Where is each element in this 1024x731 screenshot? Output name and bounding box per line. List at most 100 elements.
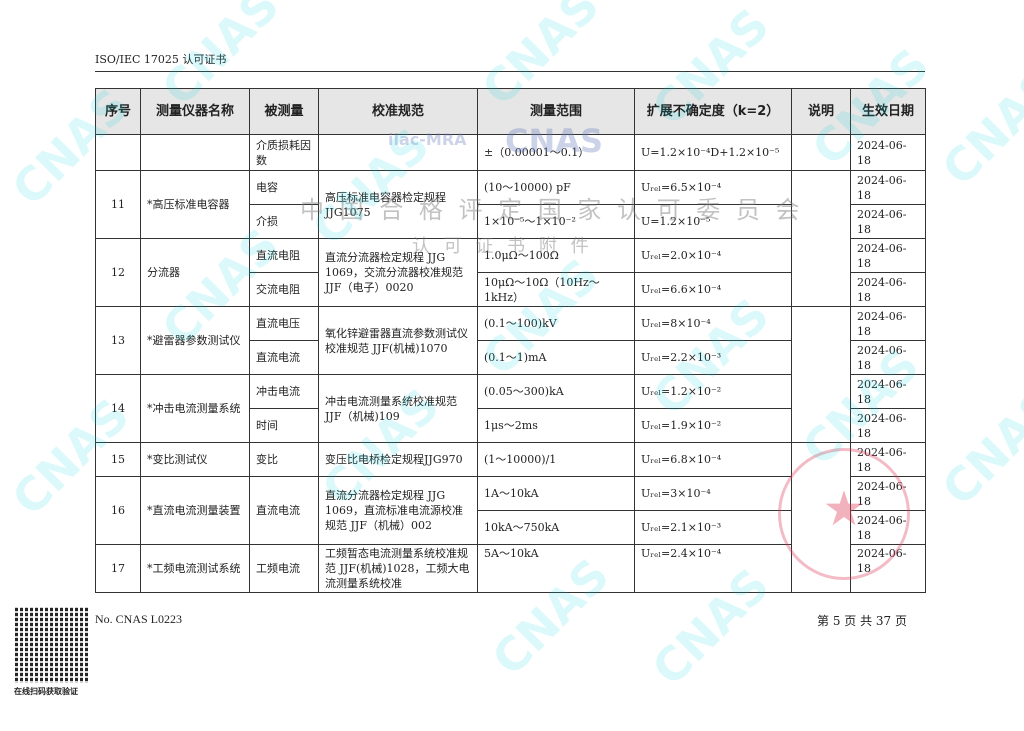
accreditation-table: 序号 测量仪器名称 被测量 校准规范 测量范围 扩展不确定度（k=2） 说明 生效日期 介质损… xyxy=(95,88,926,593)
measurement-range: 1A～10kA xyxy=(477,476,635,511)
measured-quantity: 电容 xyxy=(249,170,319,205)
measurement-range: 1.0μΩ～100Ω xyxy=(477,238,635,273)
note-cell xyxy=(791,306,851,443)
calibration-standard: 变压比电桥检定规程JJG970 xyxy=(318,442,478,477)
certificate-number: No. CNAS L0223 xyxy=(95,612,183,626)
expanded-uncertainty: Uᵣₑₗ=6.6×10⁻⁴ xyxy=(634,272,792,307)
effective-date: 2024-06-18 xyxy=(850,408,926,443)
effective-date: 2024-06-18 xyxy=(850,340,926,375)
ilac-mra-logo: ilac-MRA xyxy=(388,130,467,149)
effective-date: 2024-06-18 xyxy=(850,170,926,205)
measurement-range: 1μs～2ms xyxy=(477,408,635,443)
measured-quantity: 直流电流 xyxy=(249,476,319,545)
instrument-name: *高压标准电容器 xyxy=(140,170,250,239)
item-number: 12 xyxy=(95,238,141,307)
expanded-uncertainty: Uᵣₑₗ=2.4×10⁻⁴ xyxy=(634,544,792,593)
instrument-name: *避雷器参数测试仪 xyxy=(140,306,250,375)
effective-date: 2024-06-18 xyxy=(850,238,926,273)
calibration-standard: 工频暂态电流测量系统校准规范 JJF(机械)1028，工频大电流测量系统校准 xyxy=(318,544,478,593)
official-seal: ★ xyxy=(778,448,910,580)
note-cell xyxy=(791,134,851,171)
instrument-name: *变比测试仪 xyxy=(140,442,250,477)
measured-quantity: 直流电流 xyxy=(249,340,319,375)
instrument-name xyxy=(140,134,250,171)
measurement-range: 10kA～750kA xyxy=(477,510,635,545)
calibration-standard: 高压标准电容器检定规程JJG1075 xyxy=(318,170,478,239)
measurement-range: 10μΩ～10Ω（10Hz～1kHz） xyxy=(477,272,635,307)
item-number xyxy=(95,134,141,171)
instrument-name: *冲击电流测量系统 xyxy=(140,374,250,443)
instrument-name: *工频电流测试系统 xyxy=(140,544,250,593)
measurement-range: 1×10⁻⁵～1×10⁻² xyxy=(477,204,635,239)
seal-star-icon: ★ xyxy=(822,481,866,537)
column-header: 被测量 xyxy=(249,88,319,135)
table-row: 介质损耗因数 ±（0.00001～0.1） U=1.2×10⁻⁴D+1.2×10⁻⁵… xyxy=(95,134,926,171)
cnas-watermark: CNAS xyxy=(931,58,1024,196)
expanded-uncertainty: Uᵣₑₗ=2.0×10⁻⁴ xyxy=(634,238,792,273)
table-row: 直流电流 (0.1～1)mA Uᵣₑₗ=2.2×10⁻³ 2024-06-18 xyxy=(96,340,926,375)
column-header: 扩展不确定度（k=2） xyxy=(634,88,792,135)
expanded-uncertainty: Uᵣₑₗ=6.8×10⁻⁴ xyxy=(634,442,792,477)
measured-quantity: 介质损耗因数 xyxy=(249,134,319,171)
measurement-range: (10～10000) pF xyxy=(477,170,635,205)
table-row: 11 *高压标准电容器 电容 高压标准电容器检定规程JJG1075 (10～10000)… xyxy=(95,170,926,307)
calibration-standard: 直流分流器检定规程 JJG 1069，交流分流器校准规范 JJF（电子）0020 xyxy=(318,238,478,307)
measurement-range: (0.1～100)kV xyxy=(477,306,635,341)
item-number: 16 xyxy=(95,476,141,545)
qr-code[interactable] xyxy=(15,607,89,683)
measured-quantity: 介损 xyxy=(249,204,319,239)
expanded-uncertainty: U=1.2×10⁻⁵ xyxy=(634,204,792,239)
cnas-watermark: CNAS xyxy=(931,378,1024,516)
expanded-uncertainty: Uᵣₑₗ=8×10⁻⁴ xyxy=(634,306,792,341)
table-row: 时间 1μs～2ms Uᵣₑₗ=1.9×10⁻² 2024-06-18 xyxy=(96,408,926,443)
measurement-range: (1～10000)/1 xyxy=(477,442,635,477)
measured-quantity: 变比 xyxy=(249,442,319,477)
measured-quantity: 工频电流 xyxy=(249,544,319,593)
expanded-uncertainty: Uᵣₑₗ=1.2×10⁻² xyxy=(634,374,792,409)
item-number: 17 xyxy=(95,544,141,593)
expanded-uncertainty: Uᵣₑₗ=3×10⁻⁴ xyxy=(634,476,792,511)
document-header: ISO/IEC 17025 认可证书 xyxy=(95,53,227,66)
calibration-standard: 冲击电流测量系统校准规范 JJF（机械)109 xyxy=(318,374,478,443)
expanded-uncertainty: Uᵣₑₗ=2.2×10⁻³ xyxy=(634,340,792,375)
column-header: 测量范围 xyxy=(477,88,635,135)
effective-date: 2024-06-18 xyxy=(850,306,926,341)
expanded-uncertainty: Uᵣₑₗ=6.5×10⁻⁴ xyxy=(634,170,792,205)
item-number: 13 xyxy=(95,306,141,375)
item-number: 14 xyxy=(95,374,141,443)
effective-date: 2024-06-18 xyxy=(850,134,926,171)
calibration-standard: 直流分流器检定规程 JJG 1069，直流标准电流源校准规范 JJF（机械）00… xyxy=(318,476,478,545)
measured-quantity: 冲击电流 xyxy=(249,374,319,409)
page-number: 第 5 页 共 37 页 xyxy=(817,614,907,628)
expanded-uncertainty: Uᵣₑₗ=2.1×10⁻³ xyxy=(634,510,792,545)
effective-date: 2024-06-18 xyxy=(850,204,926,239)
measurement-range: 5A～10kA xyxy=(477,544,635,593)
instrument-name: *直流电流测量装置 xyxy=(140,476,250,545)
column-header: 序号 xyxy=(95,88,141,135)
calibration-standard: 氧化锌避雷器直流参数测试仪校准规范 JJF(机械)1070 xyxy=(318,306,478,375)
effective-date: 2024-06-18 xyxy=(850,374,926,409)
effective-date: 2024-06-18 xyxy=(850,272,926,307)
measured-quantity: 直流电压 xyxy=(249,306,319,341)
column-header: 校准规范 xyxy=(318,88,478,135)
item-number: 11 xyxy=(95,170,141,239)
note-cell xyxy=(791,170,851,307)
instrument-name: 分流器 xyxy=(140,238,250,307)
table-header-row: 序号 测量仪器名称 被测量 校准规范 测量范围 扩展不确定度（k=2） 说明 生效日期 xyxy=(95,88,926,135)
measured-quantity: 交流电阻 xyxy=(249,272,319,307)
measurement-range: (0.1～1)mA xyxy=(477,340,635,375)
column-header: 生效日期 xyxy=(850,88,926,135)
table-row: 14 *冲击电流测量系统 冲击电流 冲击电流测量系统校准规范 JJF（机械)109 (0… xyxy=(95,374,926,443)
expanded-uncertainty: U=1.2×10⁻⁴D+1.2×10⁻⁵ xyxy=(634,134,792,171)
column-header: 说明 xyxy=(791,88,851,135)
qr-caption: 在线扫码获取验证 xyxy=(14,687,78,696)
measured-quantity: 时间 xyxy=(249,408,319,443)
column-header: 测量仪器名称 xyxy=(140,88,250,135)
measured-quantity: 直流电阻 xyxy=(249,238,319,273)
header-divider xyxy=(95,71,925,72)
measurement-range: (0.05～300)kA xyxy=(477,374,635,409)
table-row: 交流电阻 10μΩ～10Ω（10Hz～1kHz） Uᵣₑₗ=6.6×10⁻⁴ 2024… xyxy=(96,272,926,307)
expanded-uncertainty: Uᵣₑₗ=1.9×10⁻² xyxy=(634,408,792,443)
cnas-logo: CNAS xyxy=(505,122,604,160)
table-row: 13 *避雷器参数测试仪 直流电压 氧化锌避雷器直流参数测试仪校准规范 JJF(机械)… xyxy=(95,306,926,443)
